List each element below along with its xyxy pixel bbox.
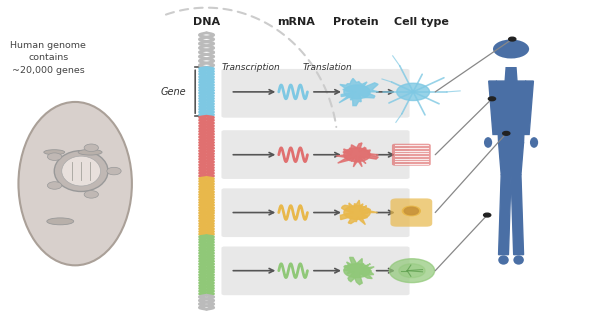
Polygon shape — [341, 200, 378, 224]
Circle shape — [344, 148, 370, 162]
Polygon shape — [344, 257, 374, 285]
Polygon shape — [489, 81, 500, 134]
Polygon shape — [336, 143, 378, 167]
Circle shape — [47, 182, 62, 189]
Polygon shape — [499, 175, 511, 255]
Text: Translation: Translation — [303, 63, 353, 72]
Circle shape — [503, 132, 510, 135]
Circle shape — [404, 207, 419, 215]
FancyBboxPatch shape — [221, 69, 410, 118]
Circle shape — [107, 167, 121, 175]
FancyBboxPatch shape — [221, 130, 410, 179]
Ellipse shape — [54, 151, 108, 191]
FancyBboxPatch shape — [221, 188, 410, 237]
FancyBboxPatch shape — [392, 144, 431, 166]
Ellipse shape — [78, 149, 102, 155]
Text: DNA: DNA — [193, 17, 220, 27]
Polygon shape — [505, 68, 517, 81]
Text: Protein: Protein — [333, 17, 379, 27]
Polygon shape — [496, 81, 526, 142]
Circle shape — [84, 144, 99, 152]
Circle shape — [402, 206, 420, 216]
Circle shape — [389, 259, 434, 283]
Circle shape — [344, 85, 370, 99]
Ellipse shape — [18, 102, 132, 265]
Ellipse shape — [62, 156, 100, 186]
Text: Human genome
contains
~20,000 genes: Human genome contains ~20,000 genes — [10, 41, 87, 75]
Circle shape — [399, 264, 425, 278]
Text: Gene: Gene — [160, 87, 186, 97]
Ellipse shape — [47, 218, 74, 225]
Text: Transcription: Transcription — [222, 63, 281, 72]
Circle shape — [493, 40, 529, 59]
FancyBboxPatch shape — [390, 198, 432, 227]
Circle shape — [488, 97, 495, 101]
Ellipse shape — [44, 150, 65, 155]
Polygon shape — [523, 81, 534, 134]
Circle shape — [397, 83, 430, 100]
Ellipse shape — [499, 255, 509, 265]
Circle shape — [84, 191, 99, 198]
Polygon shape — [339, 78, 379, 106]
Ellipse shape — [484, 137, 492, 148]
FancyBboxPatch shape — [221, 247, 410, 295]
Circle shape — [344, 206, 370, 219]
Polygon shape — [499, 142, 523, 175]
Circle shape — [483, 213, 491, 217]
Polygon shape — [511, 175, 523, 255]
Text: Cell type: Cell type — [394, 17, 449, 27]
Circle shape — [509, 37, 516, 41]
Ellipse shape — [514, 255, 524, 265]
Circle shape — [344, 264, 370, 278]
Ellipse shape — [530, 137, 538, 148]
Text: mRNA: mRNA — [277, 17, 315, 27]
Circle shape — [47, 153, 62, 160]
